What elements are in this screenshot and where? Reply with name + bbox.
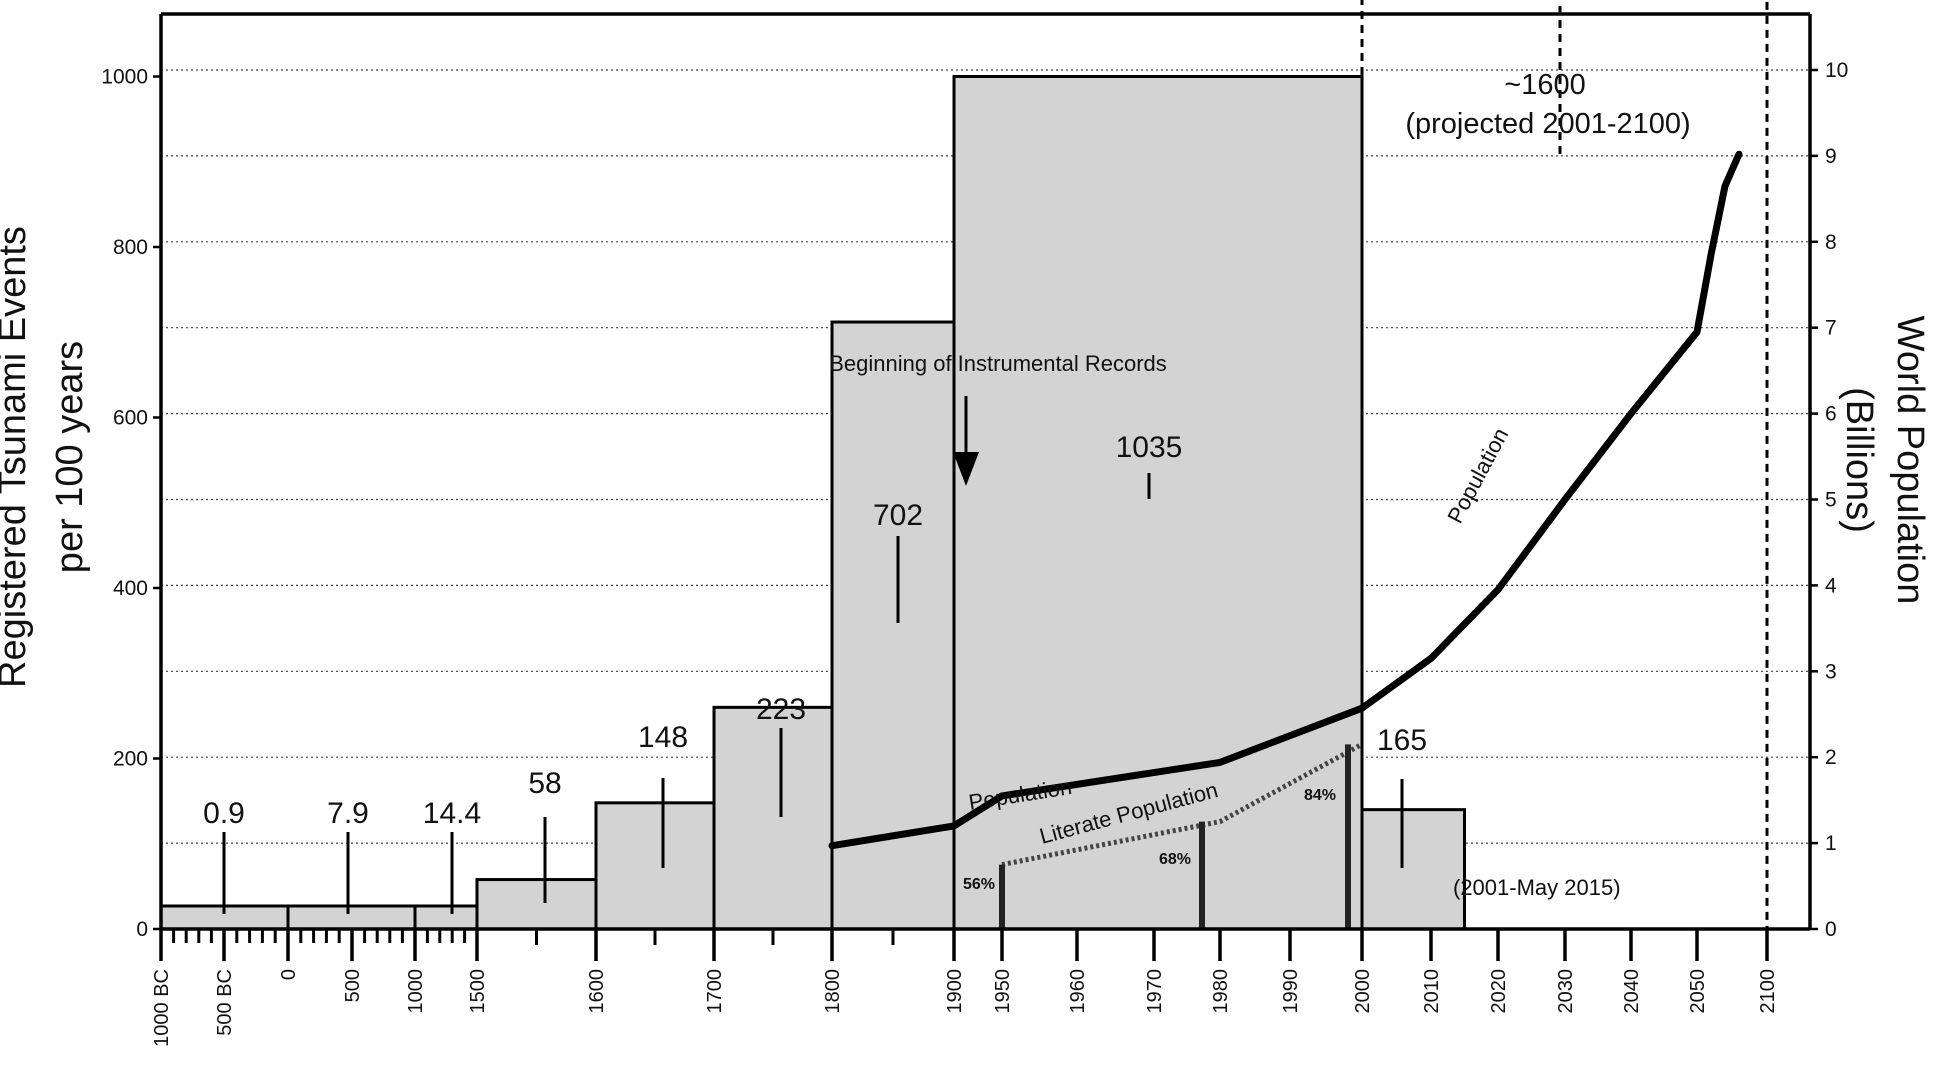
x-tick-label: 500 [342,969,364,1002]
x-tick-label: 2040 [1621,969,1643,1014]
x-tick-label: 500 BC [214,969,236,1036]
x-tick-label: 1960 [1067,969,1089,1014]
instrumental-arrow-head [953,452,979,486]
left-tick-label: 400 [113,577,148,600]
x-tick-label: 1000 [405,969,427,1014]
x-tick-label: 1800 [822,969,844,1014]
right-tick-label: 2 [1825,746,1837,769]
bar [475,878,598,931]
x-tick-label: 1700 [704,969,726,1014]
bar [952,75,1364,931]
right-tick-label: 6 [1825,403,1837,426]
left-tick-label: 1000 [101,66,148,89]
bar-value-label: 1035 [1116,431,1183,464]
x-tick-label: 2020 [1488,969,1510,1014]
x-tick-label: 1970 [1144,969,1166,1014]
literate-population-line [1001,742,1364,868]
bar [413,904,479,931]
x-tick-label: 1980 [1210,969,1232,1014]
right-tick-label: 9 [1825,145,1837,168]
left-axis-title-line1: Registered Tsunami Events [0,226,34,688]
right-tick-label: 4 [1825,574,1837,597]
literacy-percent-label: 84% [1304,787,1336,804]
x-tick-label: 1500 [467,969,489,1014]
right-tick-label: 7 [1825,317,1837,340]
x-tick-label: 2050 [1687,969,1709,1014]
population-curve-label-2: Population [1442,424,1513,528]
x-tick-label: 2030 [1555,969,1577,1014]
bar-value-label: 702 [873,499,923,532]
axes-group: 0200400600800100012001400160001234567891… [101,12,1848,1047]
x-tick-label: 2100 [1757,969,1779,1014]
right-tick-label: 1 [1825,832,1837,855]
right-axis-title-line1: World Population [1889,316,1931,605]
x-tick-label: 2000 [1352,969,1374,1014]
bar-value-label: 223 [756,693,806,726]
projected-value-label: ~1600 [1504,69,1585,101]
instrumental-records-label: Beginning of Instrumental Records [829,351,1167,376]
bar-value-label: 165 [1377,724,1427,757]
left-tick-label: 800 [113,236,148,259]
x-tick-label: 1900 [944,969,966,1014]
bar-value-label: 7.9 [327,797,369,830]
x-tick-label: 1600 [586,969,608,1014]
x-tick-label: 1000 BC [151,969,173,1047]
bar-value-label: 58 [528,767,561,800]
right-tick-label: 10 [1825,59,1848,82]
projected-period-label: (projected 2001-2100) [1405,108,1690,140]
literacy-percent-label: 68% [1159,851,1191,868]
bar [594,801,716,931]
bar-value-label: 148 [638,721,688,754]
labels-group: Registered Tsunami Events per 100 years … [0,69,1931,900]
bars-group: 0.9 7.9 14.4 58 148 223 702 1035 165 [159,75,1466,931]
right-tick-label: 8 [1825,231,1837,254]
left-tick-label: 600 [113,407,148,430]
bar [1360,808,1466,931]
bar-value-label: 14.4 [423,797,481,830]
recent-period-label: (2001-May 2015) [1453,875,1621,900]
x-tick-label: 1990 [1280,969,1302,1014]
right-tick-label: 5 [1825,489,1837,512]
x-tick-label: 1950 [992,969,1014,1014]
left-axis-title-line2: per 100 years [49,341,91,573]
right-axis-title-line2: (Billions) [1838,387,1880,533]
left-tick-label: 200 [113,748,148,771]
population-line [828,150,1743,850]
right-tick-label: 3 [1825,660,1837,683]
bar [712,705,834,931]
x-tick-label: 0 [278,969,300,980]
literacy-percent-label: 56% [963,876,995,893]
bar [286,904,417,931]
right-tick-label: 0 [1825,918,1837,941]
bar-value-label: 0.9 [203,797,245,830]
x-tick-label: 2010 [1421,969,1443,1014]
left-tick-label: 0 [136,918,148,941]
